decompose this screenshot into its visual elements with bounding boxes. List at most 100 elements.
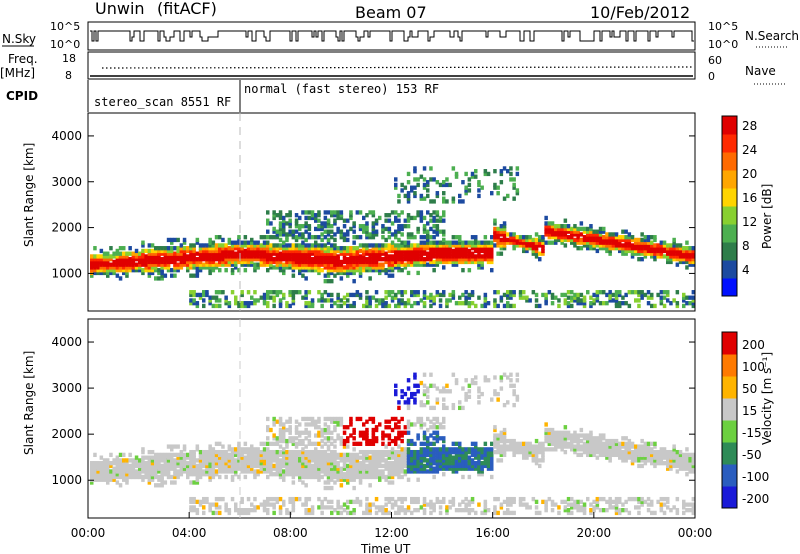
velocity-cell <box>506 510 510 516</box>
velocity-cell <box>304 466 308 471</box>
velocity-cell <box>304 463 308 469</box>
power-cell <box>416 270 420 276</box>
power-cell <box>400 292 404 298</box>
velocity-cell <box>240 496 244 502</box>
velocity-cell <box>298 455 302 460</box>
power-cell <box>467 257 472 262</box>
power-cell <box>333 213 337 218</box>
velocity-cell <box>275 452 280 458</box>
power-cell <box>275 213 280 218</box>
velocity-cell <box>291 441 296 446</box>
velocity-cell <box>205 499 209 505</box>
velocity-cell <box>144 472 148 477</box>
velocity-cell <box>682 455 686 460</box>
velocity-cell <box>406 386 411 391</box>
velocity-cell <box>410 458 414 463</box>
power-cell <box>294 257 299 262</box>
power-cell <box>618 237 622 243</box>
power-cell <box>582 243 587 248</box>
power-cell <box>176 251 180 256</box>
velocity-cell <box>192 461 196 466</box>
velocity-ytick-label: 1000 <box>51 473 82 487</box>
velocity-cell <box>310 474 315 480</box>
velocity-cell <box>230 469 235 474</box>
power-cell <box>566 303 571 309</box>
power-cell <box>627 246 632 251</box>
velocity-cell <box>438 449 443 455</box>
power-cell <box>589 295 593 300</box>
power-cell <box>387 292 392 298</box>
power-cell <box>688 259 692 265</box>
power-cell <box>326 237 331 243</box>
velocity-cell <box>371 436 376 441</box>
velocity-cell <box>381 458 385 463</box>
power-cell <box>640 240 644 245</box>
velocity-cell <box>298 422 302 427</box>
power-cell <box>634 290 638 295</box>
power-cell <box>387 213 392 218</box>
velocity-cell <box>339 419 344 424</box>
power-cell <box>314 240 318 245</box>
velocity-cell <box>288 436 292 441</box>
power-cell <box>643 292 648 298</box>
power-cell <box>608 292 612 298</box>
power-cell <box>614 298 619 303</box>
power-cell <box>544 295 548 300</box>
velocity-cell <box>394 391 398 397</box>
velocity-cell <box>179 461 184 466</box>
power-cell <box>624 229 628 234</box>
power-cell <box>605 243 609 248</box>
velocity-cell <box>490 397 494 402</box>
velocity-cell <box>611 438 616 444</box>
power-cell <box>243 243 248 248</box>
power-cell <box>605 292 609 298</box>
power-cell <box>378 246 382 251</box>
power-cell <box>202 292 206 298</box>
power-cell <box>640 243 644 248</box>
power-cell <box>326 240 331 245</box>
velocity-cell <box>96 472 100 477</box>
power-cell <box>554 229 558 234</box>
power-cell <box>448 243 452 248</box>
power-cell <box>301 210 305 215</box>
power-cell <box>480 254 484 259</box>
power-cell <box>659 240 664 245</box>
power-cell <box>291 229 296 234</box>
velocity-cell <box>509 510 513 516</box>
velocity-cell <box>320 455 324 460</box>
velocity-cell <box>320 474 324 480</box>
velocity-cell <box>237 441 241 446</box>
velocity-cell <box>362 458 366 463</box>
power-cell <box>534 248 539 254</box>
power-cell <box>288 243 292 248</box>
velocity-cell <box>320 427 324 433</box>
power-cell <box>541 292 545 298</box>
power-cell <box>256 248 260 254</box>
velocity-cell <box>410 452 414 458</box>
power-cell <box>301 259 305 265</box>
power-cell <box>176 246 180 251</box>
power-cell <box>592 246 596 251</box>
velocity-cell <box>378 461 382 466</box>
velocity-cell <box>275 438 280 444</box>
power-cell <box>342 232 347 237</box>
power-cell <box>272 213 276 218</box>
power-cell <box>394 303 398 309</box>
power-cell <box>378 215 382 221</box>
velocity-cell <box>381 474 385 480</box>
power-cell <box>586 290 590 295</box>
power-cell <box>224 254 228 259</box>
velocity-cell <box>147 455 152 460</box>
power-cell <box>614 246 619 251</box>
power-cell <box>426 240 430 245</box>
power-cell <box>144 268 148 273</box>
power-cell <box>557 298 561 303</box>
power-cell <box>669 257 673 262</box>
velocity-cell <box>298 449 302 455</box>
power-cell <box>339 210 344 215</box>
velocity-cell <box>435 455 440 460</box>
power-cell <box>358 292 363 298</box>
velocity-cell <box>499 375 504 380</box>
power-cell <box>685 248 689 254</box>
power-cell <box>138 254 142 259</box>
